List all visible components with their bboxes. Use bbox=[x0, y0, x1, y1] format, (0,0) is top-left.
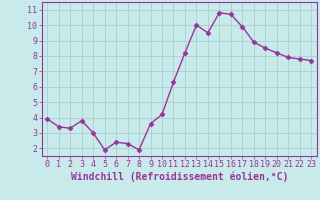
X-axis label: Windchill (Refroidissement éolien,°C): Windchill (Refroidissement éolien,°C) bbox=[70, 172, 288, 182]
